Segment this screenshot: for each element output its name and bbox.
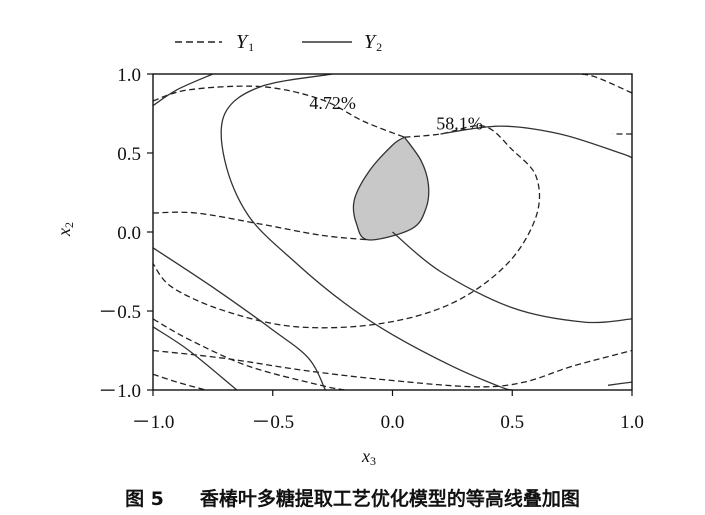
contour-label-2: 58.1% bbox=[436, 113, 483, 133]
series-1-contour-8 bbox=[153, 373, 206, 390]
series-1-contour-7 bbox=[153, 349, 632, 388]
series-2-contour-3 bbox=[392, 231, 632, 324]
series-2-contour-5 bbox=[153, 247, 326, 390]
x-tick-label-2: －0.5 bbox=[251, 412, 294, 433]
series-1-contour-3 bbox=[153, 318, 345, 390]
series-2-contour-7 bbox=[607, 381, 632, 386]
series-2-contour-2 bbox=[220, 74, 513, 390]
axes: －1.0 －0.5 0.0 0.5 1.0 －1.0 －0.5 0.0 0.5 1.0 bbox=[98, 65, 644, 433]
y-axis-title: x2 bbox=[54, 222, 76, 237]
series-2-contour-4 bbox=[440, 125, 632, 159]
legend: Y1 Y2 bbox=[175, 31, 382, 54]
series-1-contour-1 bbox=[153, 85, 405, 138]
series-1-contour-4 bbox=[579, 74, 632, 94]
plot-contents bbox=[153, 74, 632, 390]
y-tick-label-5: 1.0 bbox=[117, 65, 141, 86]
contour-chart: Y1 Y2 4.72% 58.1% －1.0 －0.5 0.0 0.5 1.0 －1.0 －0… bbox=[54, 31, 644, 468]
plot-area: 4.72% 58.1% bbox=[153, 74, 632, 390]
y-tick-label-1: －1.0 bbox=[98, 381, 141, 402]
series-2-contour-1 bbox=[153, 74, 214, 107]
x-tick-label-4: 0.5 bbox=[500, 412, 524, 433]
legend-y1-label: Y1 bbox=[236, 31, 254, 54]
optimal-region bbox=[352, 136, 430, 241]
series-1-contour-6 bbox=[153, 211, 369, 241]
figure-caption-text: 香椿叶多糖提取工艺优化模型的等高线叠加图 bbox=[199, 488, 580, 510]
x-tick-label-3: 0.0 bbox=[381, 412, 405, 433]
series-2-contour-6 bbox=[153, 326, 238, 390]
figure-caption: 图 5 香椿叶多糖提取工艺优化模型的等高线叠加图 bbox=[0, 484, 705, 511]
y-tick-label-2: －0.5 bbox=[98, 302, 141, 323]
figure-number: 图 5 bbox=[125, 488, 164, 510]
series-1-contour-2 bbox=[153, 124, 541, 329]
x-tick-label-5: 1.0 bbox=[620, 412, 644, 433]
contour-label-1: 4.72% bbox=[309, 93, 356, 113]
legend-y2-label: Y2 bbox=[364, 31, 382, 54]
x-tick-label-1: －1.0 bbox=[132, 412, 175, 433]
x-axis-title: x3 bbox=[361, 446, 376, 468]
y-tick-label-3: 0.0 bbox=[117, 223, 141, 244]
y-tick-label-4: 0.5 bbox=[117, 144, 141, 165]
